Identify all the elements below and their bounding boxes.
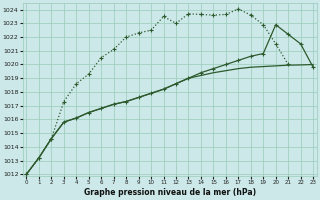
X-axis label: Graphe pression niveau de la mer (hPa): Graphe pression niveau de la mer (hPa)	[84, 188, 256, 197]
